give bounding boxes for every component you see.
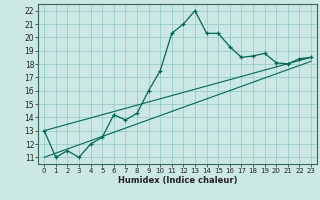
X-axis label: Humidex (Indice chaleur): Humidex (Indice chaleur) <box>118 176 237 185</box>
